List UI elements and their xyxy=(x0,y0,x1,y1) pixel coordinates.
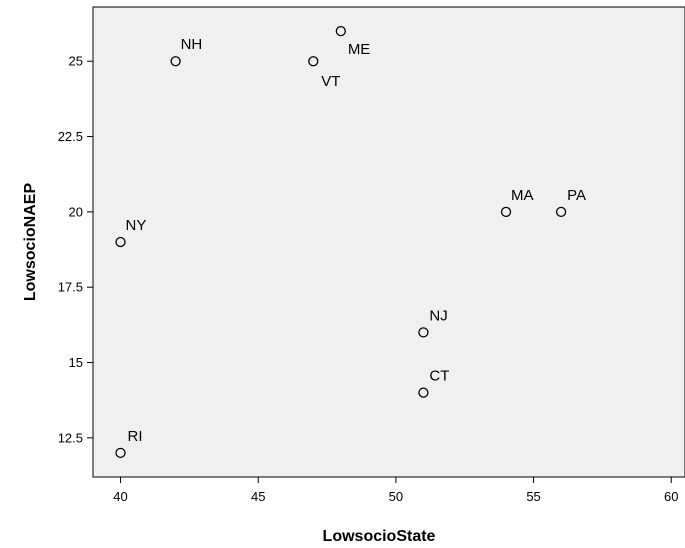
point-label-ct: CT xyxy=(429,368,449,385)
x-tick-label: 50 xyxy=(389,489,403,504)
data-point-ny xyxy=(115,236,126,248)
x-axis: 40 45 50 55 60 xyxy=(113,477,678,504)
x-tick-label: 60 xyxy=(664,489,678,504)
x-axis-title: LowsocioState xyxy=(323,528,436,545)
data-point-pa xyxy=(555,206,567,218)
y-tick-label: 22.5 xyxy=(58,129,83,144)
data-points: NH ME VT MA PA NY NJ CT RI xyxy=(115,25,586,459)
y-tick-label: 17.5 xyxy=(58,280,83,295)
y-tick-label: 12.5 xyxy=(58,430,83,445)
plot-area xyxy=(92,6,685,478)
point-label-pa: PA xyxy=(567,187,586,204)
point-label-nh: NH xyxy=(181,36,203,53)
x-tick-label: 40 xyxy=(113,489,127,504)
y-tick-label: 20 xyxy=(69,204,83,219)
point-label-ri: RI xyxy=(128,428,143,445)
y-tick-label: 25 xyxy=(69,54,83,69)
data-point-ma xyxy=(500,206,512,218)
data-point-ri xyxy=(115,447,126,459)
x-tick-label: 55 xyxy=(526,489,540,504)
y-axis-title: LowsocioNAEP xyxy=(22,183,39,302)
data-point-vt xyxy=(308,56,319,67)
data-point-nj xyxy=(418,327,429,338)
data-point-ct xyxy=(418,387,429,398)
point-label-ny: NY xyxy=(126,217,147,234)
y-axis: 12.5 15 17.5 20 22.5 25 xyxy=(58,54,93,445)
y-tick-label: 15 xyxy=(69,355,83,370)
point-label-me: ME xyxy=(348,41,371,58)
point-label-vt: VT xyxy=(321,73,340,90)
x-tick-label: 45 xyxy=(251,489,265,504)
point-label-nj: NJ xyxy=(429,307,447,324)
point-label-ma: MA xyxy=(511,187,534,204)
data-point-nh xyxy=(170,56,181,67)
data-point-me xyxy=(335,25,346,37)
